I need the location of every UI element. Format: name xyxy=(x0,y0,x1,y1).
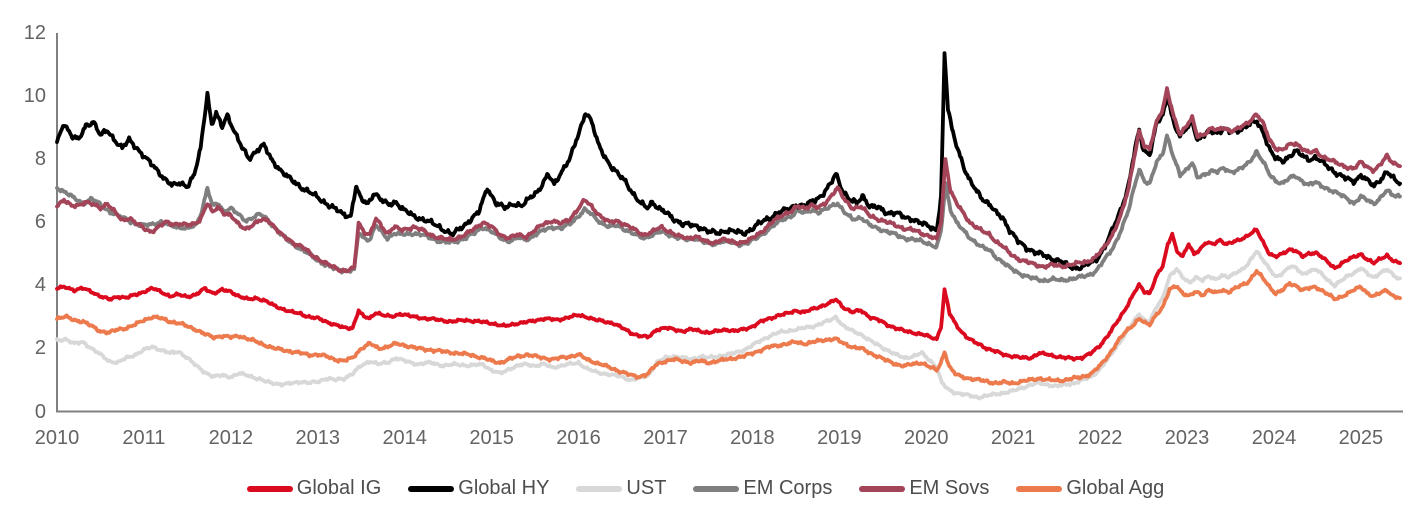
legend-swatch-icon xyxy=(859,485,906,492)
series-line-global-hy xyxy=(55,51,1402,272)
y-tick-label: 8 xyxy=(34,148,46,171)
series-line-ust xyxy=(55,249,1402,401)
legend-label: EM Sovs xyxy=(909,477,990,499)
x-tick-label: 2024 xyxy=(1251,427,1297,449)
y-tick-label: 10 xyxy=(23,85,46,108)
legend-item-em-corps: EM Corps xyxy=(693,477,832,500)
legend-item-em-sovs: EM Sovs xyxy=(859,477,989,500)
legend-swatch-icon xyxy=(1016,485,1063,492)
x-tick-label: 2020 xyxy=(904,427,949,449)
x-tick-label: 2013 xyxy=(295,427,341,449)
legend-label: EM Corps xyxy=(743,477,833,499)
legend-label: UST xyxy=(626,477,667,499)
x-tick-label: 2010 xyxy=(34,427,80,449)
x-tick-label: 2011 xyxy=(122,427,166,449)
legend-label: Global IG xyxy=(296,477,382,499)
legend-label: Global HY xyxy=(458,477,550,499)
x-tick-label: 2019 xyxy=(817,427,862,449)
x-tick-label: 2015 xyxy=(469,427,514,449)
x-tick-label: 2022 xyxy=(1077,427,1123,449)
x-tick-label: 2016 xyxy=(556,427,601,449)
series-line-global-agg xyxy=(55,268,1402,386)
series-line-em-corps xyxy=(55,133,1402,284)
series-line-em-sovs xyxy=(55,86,1402,274)
legend-swatch-icon xyxy=(408,485,455,492)
legend-item-global-agg: Global Agg xyxy=(1016,477,1164,500)
y-tick-label: 4 xyxy=(34,274,46,297)
y-tick-label: 2 xyxy=(34,337,46,360)
legend-item-global-ig: Global IG xyxy=(246,477,382,500)
legend-swatch-icon xyxy=(693,485,740,492)
chart-legend: Global IG Global HY UST EM Corps EM Sovs Glob… xyxy=(0,477,1411,500)
y-tick-label: 12 xyxy=(23,22,46,44)
legend-item-ust: UST xyxy=(576,477,666,500)
x-tick-label: 2017 xyxy=(643,427,688,449)
x-tick-label: 2025 xyxy=(1338,427,1384,449)
x-tick-label: 2018 xyxy=(730,427,775,449)
legend-swatch-icon xyxy=(246,485,293,492)
series-line-global-ig xyxy=(55,227,1402,362)
x-tick-label: 2021 xyxy=(990,427,1036,449)
y-tick-label: 6 xyxy=(34,211,46,234)
legend-item-global-hy: Global HY xyxy=(408,477,549,500)
y-tick-label: 0 xyxy=(34,400,46,423)
x-tick-label: 2012 xyxy=(208,427,254,449)
legend-label: Global Agg xyxy=(1066,477,1165,499)
x-tick-label: 2023 xyxy=(1164,427,1210,449)
x-tick-label: 2014 xyxy=(382,427,427,449)
legend-swatch-icon xyxy=(576,485,623,492)
